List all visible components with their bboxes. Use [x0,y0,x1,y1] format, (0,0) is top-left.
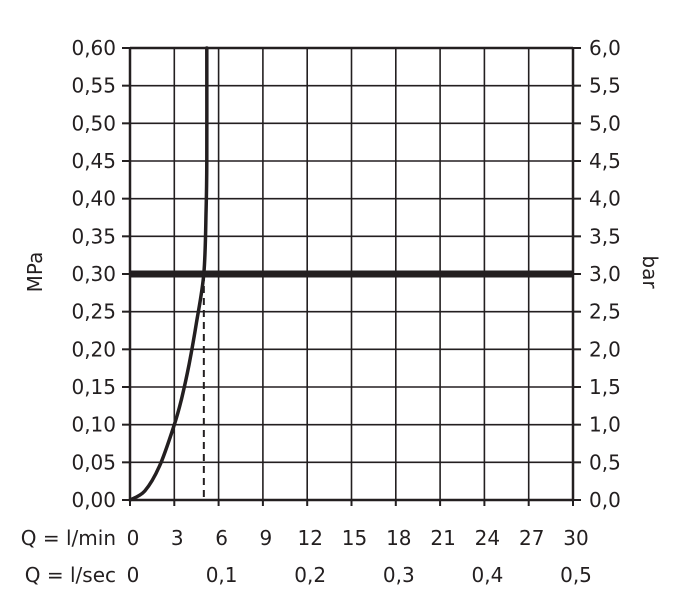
y-left-tick-label: 0,45 [71,149,116,173]
y-right-tick-label: 0,0 [589,488,621,512]
y-left-tick-label: 0,35 [71,224,116,248]
y-left-tick-label: 0,50 [71,111,116,135]
x-primary-tick-label: 6 [215,526,228,550]
x-secondary-tick-label: 0 [127,563,140,587]
x-primary-tick-label: 30 [563,526,588,550]
series-line-0 [128,46,209,502]
x-primary-tick-label: 0 [127,526,140,550]
y-left-tick-label: 0,30 [71,262,116,286]
y-left-tick-label: 0,10 [71,413,116,437]
y-left-tick-label: 0,05 [71,450,116,474]
y-left-tick-label: 0,25 [71,300,116,324]
y-right-axis-title: bar [638,255,662,289]
x-primary-tick-label: 15 [342,526,367,550]
tick-marks [122,47,581,506]
y-left-axis-title: MPa [23,252,47,293]
y-right-tick-label: 4,5 [589,149,621,173]
y-left-tick-label: 0,00 [71,488,116,512]
y-right-tick-label: 3,5 [589,224,621,248]
tick-labels: 0,000,050,100,150,200,250,300,350,400,45… [21,36,662,587]
y-left-tick-label: 0,55 [71,74,116,98]
y-left-tick-label: 0,15 [71,375,116,399]
x-primary-tick-label: 18 [386,526,411,550]
y-right-tick-label: 4,0 [589,187,621,211]
x-secondary-tick-label: 0,4 [471,563,503,587]
y-left-tick-label: 0,40 [71,187,116,211]
y-left-tick-label: 0,20 [71,337,116,361]
y-right-tick-label: 6,0 [589,36,621,60]
x-secondary-tick-label: 0,3 [383,563,415,587]
x-secondary-tick-label: 0,5 [560,563,592,587]
x-secondary-axis-title: Q = l/sec [25,563,116,587]
y-left-tick-label: 0,60 [71,36,116,60]
x-primary-axis-title: Q = l/min [21,526,116,550]
x-secondary-tick-label: 0,1 [206,563,238,587]
y-right-tick-label: 5,5 [589,74,621,98]
x-primary-tick-label: 12 [297,526,322,550]
series-layer [128,46,209,502]
y-right-tick-label: 1,0 [589,413,621,437]
y-right-tick-label: 2,5 [589,300,621,324]
x-primary-tick-label: 3 [171,526,184,550]
x-primary-tick-label: 21 [430,526,455,550]
x-secondary-tick-label: 0,2 [294,563,326,587]
y-right-tick-label: 3,0 [589,262,621,286]
x-primary-tick-label: 27 [519,526,544,550]
x-primary-tick-label: 9 [260,526,273,550]
x-primary-tick-label: 24 [475,526,500,550]
y-right-tick-label: 5,0 [589,111,621,135]
y-right-tick-label: 2,0 [589,337,621,361]
y-right-tick-label: 1,5 [589,375,621,399]
y-right-tick-label: 0,5 [589,450,621,474]
